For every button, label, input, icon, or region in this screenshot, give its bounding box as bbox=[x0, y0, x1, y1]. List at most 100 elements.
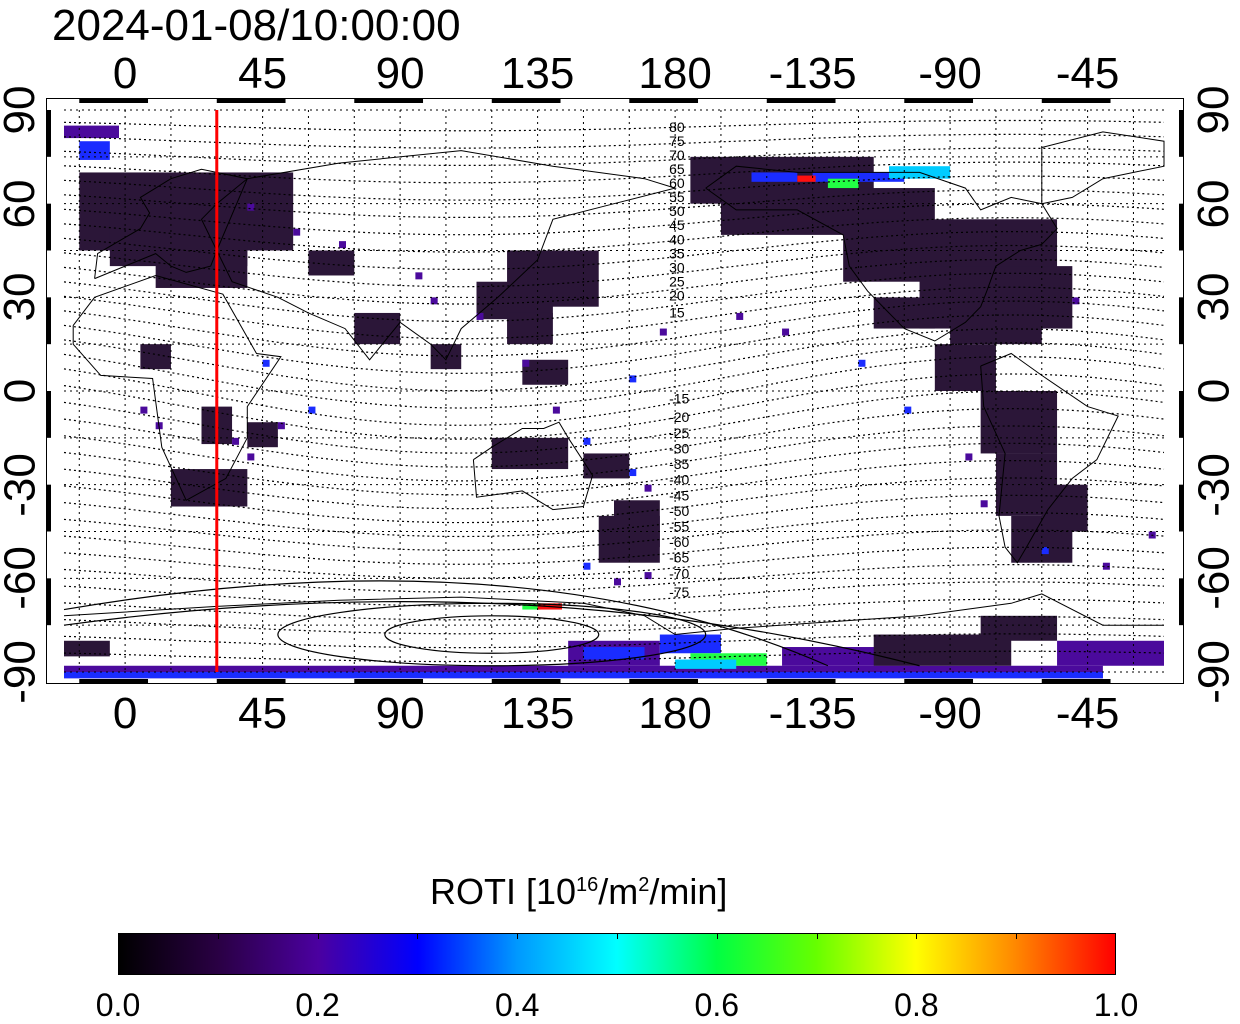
roti-patch bbox=[980, 391, 1058, 454]
top-bar bbox=[904, 98, 974, 103]
roti-dot bbox=[782, 328, 790, 336]
contour-label: -75 bbox=[669, 584, 689, 600]
mag-contour bbox=[63, 189, 1165, 218]
roti-patch bbox=[1057, 640, 1164, 666]
colorbar-tick-2: 0.4 bbox=[494, 987, 540, 1023]
bottom-lon-tick-2: 90 bbox=[375, 689, 425, 738]
bottom-lon-tick-4: 180 bbox=[638, 689, 712, 738]
right-lat-tick-1: 60 bbox=[1189, 179, 1238, 229]
top-bar bbox=[491, 98, 561, 103]
bottom-lon-tick-6: -90 bbox=[918, 689, 982, 738]
left-bar bbox=[46, 391, 51, 438]
roti-patch bbox=[751, 172, 798, 182]
roti-patch bbox=[79, 141, 110, 160]
contour-label: -35 bbox=[669, 456, 689, 472]
roti-dot bbox=[614, 578, 621, 586]
colorbar-minor-tick bbox=[317, 933, 319, 939]
contour-label: -30 bbox=[669, 440, 689, 456]
contour-label: 75 bbox=[669, 133, 685, 149]
mag-contour bbox=[63, 119, 1165, 132]
roti-patch bbox=[308, 250, 355, 276]
roti-dot bbox=[1072, 297, 1080, 305]
right-bar bbox=[1179, 578, 1184, 626]
right-lat-tick-2: 30 bbox=[1189, 272, 1238, 322]
roti-dot bbox=[140, 406, 148, 414]
contour-label: 20 bbox=[669, 287, 685, 303]
roti-dot bbox=[583, 437, 591, 445]
coastline bbox=[980, 352, 1119, 564]
roti-patch bbox=[980, 615, 1058, 641]
roti-dot bbox=[644, 484, 652, 492]
mag-contour bbox=[63, 356, 1165, 426]
mag-contour bbox=[63, 286, 1165, 340]
colorbar-minor-tick bbox=[716, 933, 718, 939]
mag-contour bbox=[63, 477, 1165, 524]
roti-patch bbox=[507, 312, 553, 345]
roti-patch bbox=[140, 344, 171, 370]
top-lon-tick-7: -45 bbox=[1055, 49, 1120, 98]
top-lon-tick-6: -90 bbox=[918, 49, 982, 98]
roti-dot bbox=[293, 228, 301, 236]
left-lat-tick-2: 30 bbox=[0, 272, 44, 322]
mag-contour bbox=[63, 161, 1165, 184]
contour-label: 80 bbox=[669, 119, 685, 135]
top-lon-tick-5: -135 bbox=[768, 49, 857, 98]
roti-dot bbox=[1041, 547, 1049, 555]
mag-contour bbox=[63, 272, 1165, 323]
left-lat-tick-6: -90 bbox=[0, 640, 44, 704]
roti-dot bbox=[980, 500, 988, 508]
roti-patch bbox=[522, 603, 541, 610]
top-bar bbox=[216, 98, 286, 103]
roti-patch bbox=[827, 178, 859, 189]
top-bar bbox=[354, 98, 424, 103]
mag-contour bbox=[63, 314, 1165, 375]
right-bar bbox=[1179, 297, 1184, 345]
roti-world-map: 80 75 70 65 60 55 50 45 40 35 30 25 20 15 -15 -20 -25 -30… bbox=[46, 98, 1184, 684]
colorbar-minor-tick bbox=[816, 933, 818, 939]
bottom-lon-tick-7: -45 bbox=[1055, 689, 1120, 738]
roti-dot bbox=[1102, 562, 1110, 570]
coastline bbox=[705, 165, 1058, 342]
coastlines bbox=[63, 131, 1165, 636]
top-lon-tick-4: 180 bbox=[638, 49, 712, 98]
right-lat-tick-4: -30 bbox=[1189, 452, 1238, 517]
coastline bbox=[216, 150, 677, 361]
right-lat-tick-0: 90 bbox=[1189, 85, 1238, 135]
roti-patch bbox=[797, 175, 816, 182]
roti-dot bbox=[904, 406, 912, 414]
mag-contour bbox=[63, 203, 1165, 236]
roti-patch bbox=[354, 312, 401, 345]
bottom-bar bbox=[766, 679, 836, 684]
contour-label: -70 bbox=[669, 565, 689, 581]
bottom-bar bbox=[1041, 679, 1111, 684]
left-lat-tick-3: 0 bbox=[0, 369, 44, 409]
mag-pole-contour bbox=[384, 615, 600, 654]
bottom-bar bbox=[491, 679, 561, 684]
roti-dot bbox=[552, 406, 560, 414]
mag-contour bbox=[63, 529, 1165, 565]
right-bar bbox=[1179, 203, 1184, 251]
roti-patch bbox=[491, 437, 569, 470]
timestamp-title: 2024-01-08/10:00:00 bbox=[52, 1, 461, 50]
roti-patch bbox=[64, 672, 1103, 679]
roti-dot bbox=[736, 312, 744, 320]
contour-label: 15 bbox=[669, 305, 685, 321]
roti-patch bbox=[64, 125, 119, 139]
roti-dot bbox=[247, 203, 255, 211]
roti-dot bbox=[339, 241, 346, 249]
roti-dot bbox=[476, 312, 484, 320]
roti-dot bbox=[430, 297, 438, 305]
coastline bbox=[63, 593, 1164, 636]
top-lon-tick-3: 135 bbox=[500, 49, 575, 98]
left-lat-tick-0: 90 bbox=[0, 85, 44, 135]
mag-contour bbox=[63, 598, 1165, 621]
top-bar bbox=[766, 98, 836, 103]
left-lat-tick-5: -60 bbox=[0, 546, 44, 611]
mag-contour bbox=[63, 616, 1165, 635]
contour-label: 25 bbox=[669, 273, 685, 289]
bottom-bar bbox=[354, 679, 424, 684]
colorbar-label: ROTI [1016/m2/min] bbox=[430, 871, 728, 912]
left-lat-tick-4: -30 bbox=[0, 452, 44, 517]
bottom-lon-tick-1: 45 bbox=[238, 689, 288, 738]
